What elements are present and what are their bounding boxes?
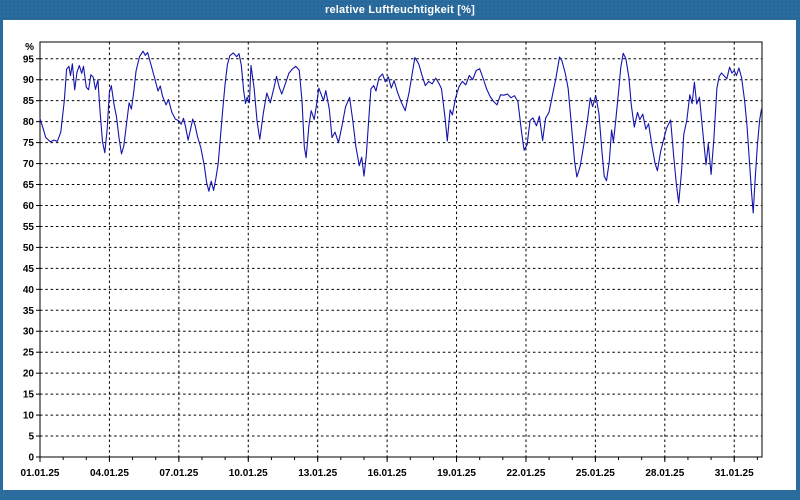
y-tick-label: 70 <box>23 159 35 170</box>
y-tick-label: 45 <box>23 264 35 275</box>
y-tick-label: 10 <box>23 411 35 422</box>
plot-background <box>40 42 762 457</box>
y-tick-label: 0 <box>28 453 34 464</box>
x-tick-label: 16.01.25 <box>368 468 407 479</box>
y-tick-label: 95 <box>23 54 35 65</box>
plot-border <box>39 41 763 458</box>
y-tick-label: 50 <box>23 243 35 254</box>
y-tick-label: 60 <box>23 201 35 212</box>
x-tick-label: 31.01.25 <box>715 468 754 479</box>
y-tick-label: 15 <box>23 390 35 401</box>
y-axis-unit-label: % <box>25 42 34 53</box>
y-tick-label: 20 <box>23 369 35 380</box>
humidity-line-chart: 95908580757065605550454035302520151050%0… <box>21 41 763 479</box>
y-tick-label: 65 <box>23 180 35 191</box>
y-tick-label: 35 <box>23 306 35 317</box>
chart-area: 95 90 85 80 75 70 65 60 55 50 45 40 35 30 25 20 15 10 5 0% 0… <box>3 20 796 490</box>
y-tick-label: 30 <box>23 327 35 338</box>
x-tick-label: 28.01.25 <box>645 468 684 479</box>
x-tick-label: 19.01.25 <box>437 468 476 479</box>
window-title: relative Luftfeuchtigkeit [%] <box>324 4 476 16</box>
y-tick-label: 80 <box>23 117 35 128</box>
y-tick-label: 55 <box>23 222 35 233</box>
y-tick-label: 25 <box>23 348 35 359</box>
x-tick-label: 25.01.25 <box>576 468 615 479</box>
humidity-series-line <box>39 50 763 214</box>
x-tick-label: 10.01.25 <box>229 468 268 479</box>
y-tick-label: 40 <box>23 285 35 296</box>
x-tick-label: 01.01.25 <box>21 468 60 479</box>
y-tick-label: 75 <box>23 138 35 149</box>
x-tick-label: 04.01.25 <box>90 468 129 479</box>
y-tick-label: 90 <box>23 75 35 86</box>
y-tick-label: 85 <box>23 96 35 107</box>
window-title-bar: relative Luftfeuchtigkeit [%] <box>0 0 800 20</box>
x-tick-label: 07.01.25 <box>159 468 198 479</box>
x-tick-label: 22.01.25 <box>506 468 545 479</box>
y-tick-label: 5 <box>28 432 34 443</box>
x-tick-label: 13.01.25 <box>298 468 337 479</box>
